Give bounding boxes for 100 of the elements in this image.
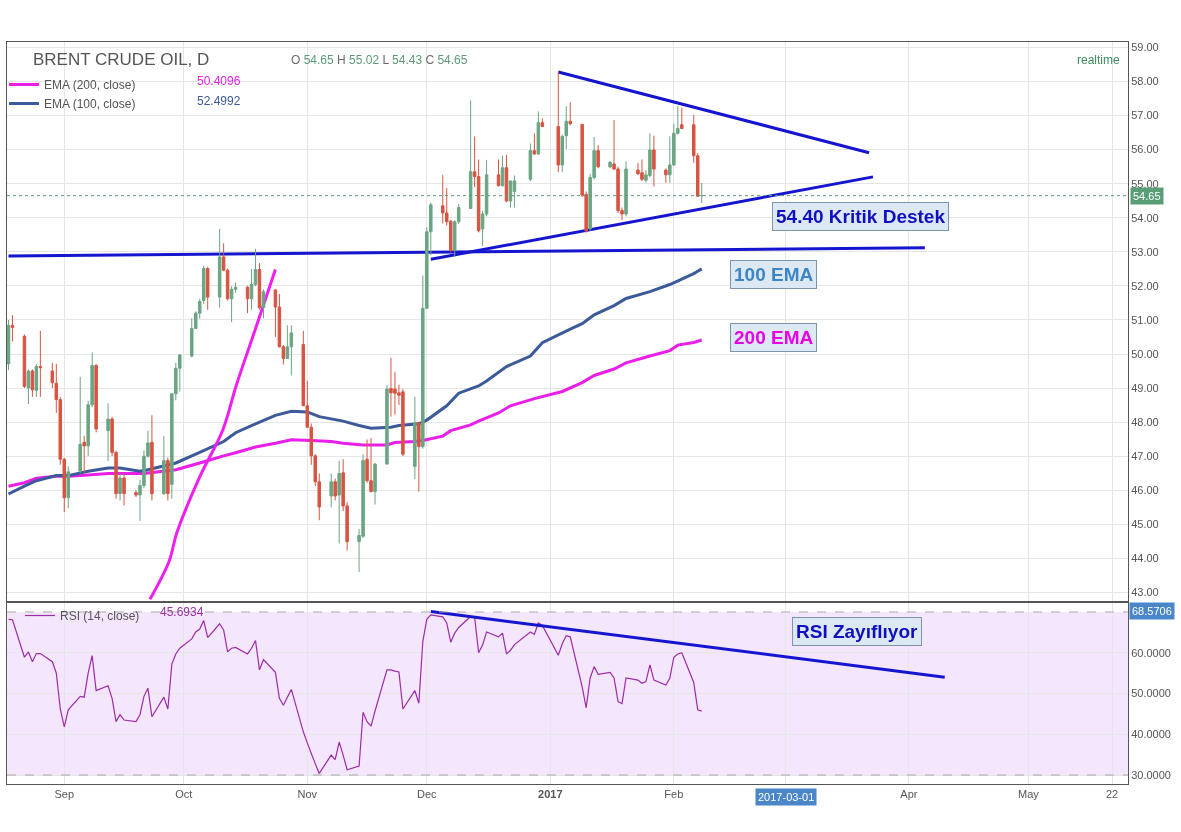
y-tick-label: 51.00 [1131,313,1159,326]
annotation: 45.6934 [160,605,204,619]
annotation: 52.4992 [197,94,241,108]
y-tick-label: 57.00 [1131,109,1159,122]
candlestick [532,132,537,156]
y-tick-label: 53.00 [1131,245,1159,258]
y-tick-label: 60.0000 [1131,646,1171,659]
candlestick [508,179,513,209]
legend-label: RSI (14, close) [60,609,140,624]
y-tick-label: 55.00 [1131,177,1159,190]
legend-label: EMA (100, close) [44,97,136,112]
candlestick [166,457,170,501]
candlestick [82,435,86,474]
y-tick-label: 30.0000 [1131,768,1171,781]
x-tick-label: Sep [54,788,75,801]
line-series [7,267,704,496]
y-tick-label: 43.00 [1131,586,1159,599]
candlestick [118,473,122,501]
candlestick [66,465,71,509]
candlestick [333,478,337,501]
y-tick-label: 40.0000 [1131,728,1171,741]
y-tick-label: 50.0000 [1131,687,1171,700]
candlestick [512,175,517,209]
annotation: O 54.65 H 55.02 L 54.43 C 54.65 [291,53,468,67]
candlestick [385,384,389,466]
candlestick [10,314,15,342]
candlestick [229,285,234,323]
candlestick [122,473,126,507]
candlestick [369,437,373,493]
candlestick [596,144,600,169]
candlestick [413,396,417,480]
candlestick [500,155,505,187]
candlestick [664,167,668,184]
y-tick-label: 54.00 [1131,211,1159,224]
candlestick [26,368,31,405]
candlestick [289,324,294,376]
candlestick [38,330,43,398]
candlestick [34,363,39,398]
y-tick-label: 46.00 [1131,484,1159,497]
annotation: 100 EMA [734,264,814,285]
candlestick [496,159,501,187]
y-tick-label: 45.00 [1131,518,1159,531]
candlestick [417,421,421,493]
candlestick [78,376,82,475]
candlestick [30,368,35,398]
text: 2017-03-01 [758,791,815,803]
y-tick-label: 49.00 [1131,381,1159,394]
candlestick [536,110,541,156]
candlestick [162,435,166,496]
candlestick [528,143,533,182]
candlestick [150,414,154,501]
candlestick [540,117,545,128]
y-tick-label: 48.00 [1131,415,1159,428]
candlestick [217,228,222,309]
x-tick-label: Dec [417,788,438,801]
legend-label: EMA (200, close) [44,78,136,93]
ref-line-label: 54.65 [1133,190,1161,202]
y-tick-label: 50.00 [1131,347,1159,360]
x-tick-label: Nov [297,788,318,801]
candlestick [640,159,644,182]
annotation: 50.4096 [197,74,241,88]
candlestick [261,288,266,319]
annotation: 54.40 Kritik Destek [776,206,946,227]
candlestick [468,100,473,210]
candlestick [134,489,138,498]
candlestick [389,357,393,418]
y-tick-label: 52.00 [1131,279,1159,292]
candlestick [94,363,98,433]
candlestick [652,135,656,187]
candlestick [568,101,572,126]
candlestick [608,160,612,169]
x-tick-label: Apr [900,788,918,801]
candlestick [401,388,405,457]
candlestick [337,460,341,544]
annotation: realtime [1077,53,1121,67]
candlestick [329,473,333,508]
candlestick [106,402,110,462]
candlestick [624,160,628,217]
candlestick [205,266,210,311]
x-tick-label: 2017 [538,788,563,801]
candlestick [7,319,11,371]
candlestick [245,285,250,314]
candlestick [699,182,704,204]
annotation: RSI Zayıflıyor [796,621,919,642]
y-tick-label: 56.00 [1131,143,1159,156]
x-tick-label: May [1018,788,1040,801]
y-tick-label: 58.00 [1131,75,1159,88]
text: BRENT CRUDE OIL, D [33,50,210,69]
y-tick-label: 44.00 [1131,552,1159,565]
candlestick [556,70,561,173]
candlestick [373,462,377,506]
x-tick-label: Feb [664,788,684,801]
candlestick [441,174,445,225]
y-tick-label: 47.00 [1131,450,1159,463]
x-tick-label: 22 [1105,788,1119,801]
text: 68.5706 [1132,605,1172,617]
y-tick-label: 59.00 [1131,41,1159,54]
candlestick [680,107,684,130]
x-tick-label: Oct [175,788,193,801]
annotation: 200 EMA [734,327,814,348]
